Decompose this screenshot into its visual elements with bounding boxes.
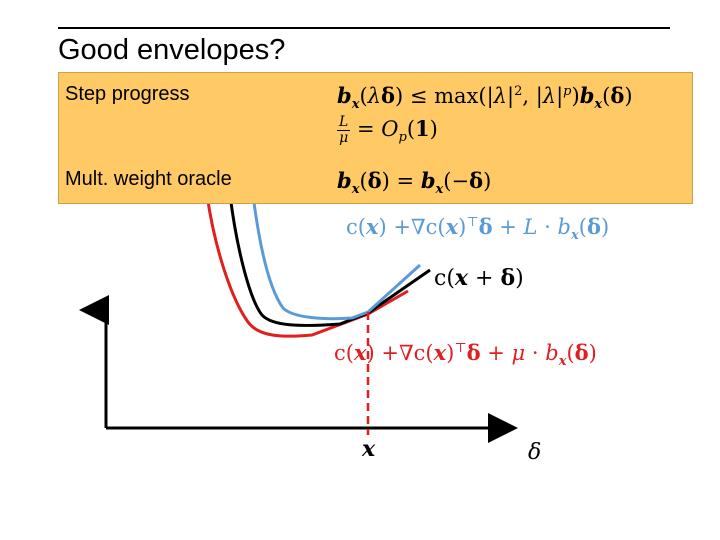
x-point-label: x	[362, 436, 376, 462]
slide-title: Good envelopes?	[58, 34, 286, 66]
true-function-curve	[228, 194, 431, 327]
condition-number-equation: L μ = Op(1)	[337, 114, 438, 146]
step-progress-label: Step progress	[65, 83, 190, 105]
true-function-label: c(x + δ)	[434, 265, 524, 291]
delta-axis-label: δ	[528, 440, 542, 465]
title-underline	[58, 27, 670, 29]
lower-envelope-curve	[205, 194, 409, 338]
properties-callout: Step progress Mult. weight oracle bx(λδ)…	[58, 72, 693, 204]
lower-envelope-label: c(x) +∇c(x)⊤δ + μ · bx(δ)	[334, 340, 597, 370]
mult-weight-oracle-label: Mult. weight oracle	[65, 168, 232, 190]
symmetry-equation: bx(δ) = bx(−δ)	[337, 168, 492, 198]
upper-envelope-curve	[251, 194, 422, 321]
step-progress-equation: bx(λδ) ≤ max(|λ|2, |λ|p)bx(δ)	[337, 83, 633, 113]
upper-envelope-label: c(x) +∇c(x)⊤δ + L · bx(δ)	[346, 214, 610, 244]
